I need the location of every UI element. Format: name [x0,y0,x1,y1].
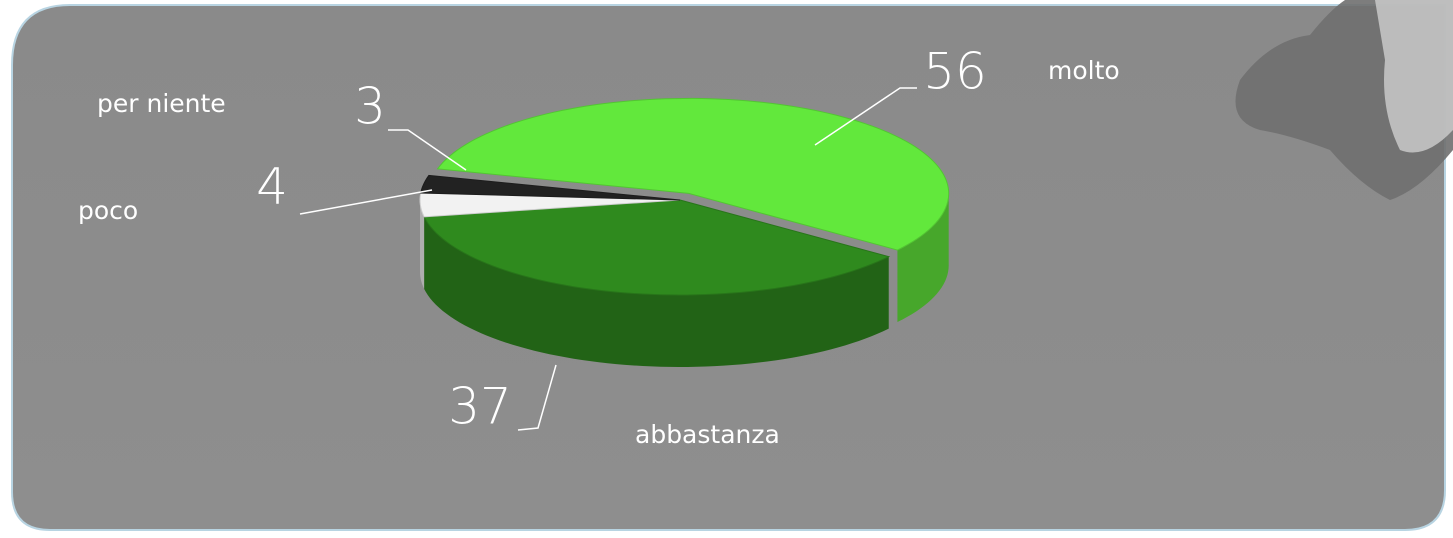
category-label: poco [78,196,138,225]
slice-side [897,193,949,323]
category-label: molto [1048,56,1120,85]
slice-side [424,216,889,367]
value-label: 37 [448,378,512,436]
category-label: per niente [97,89,226,118]
leader-line [388,129,467,171]
leader-line [299,189,433,215]
value-label: 3 [354,78,386,136]
slice-side [420,200,425,289]
slice [436,97,950,251]
decorative-picture [1375,0,1453,153]
slice [423,199,891,296]
value-label: 56 [923,43,987,101]
category-label: abbastanza [635,420,780,449]
leader-line [517,364,557,431]
leader-line [814,87,917,146]
pie [419,97,950,367]
slice [419,192,681,218]
labels: 56 molto 37 abbastanza 4 poco 3 per niente [78,43,1120,450]
value-label: 4 [256,158,288,216]
